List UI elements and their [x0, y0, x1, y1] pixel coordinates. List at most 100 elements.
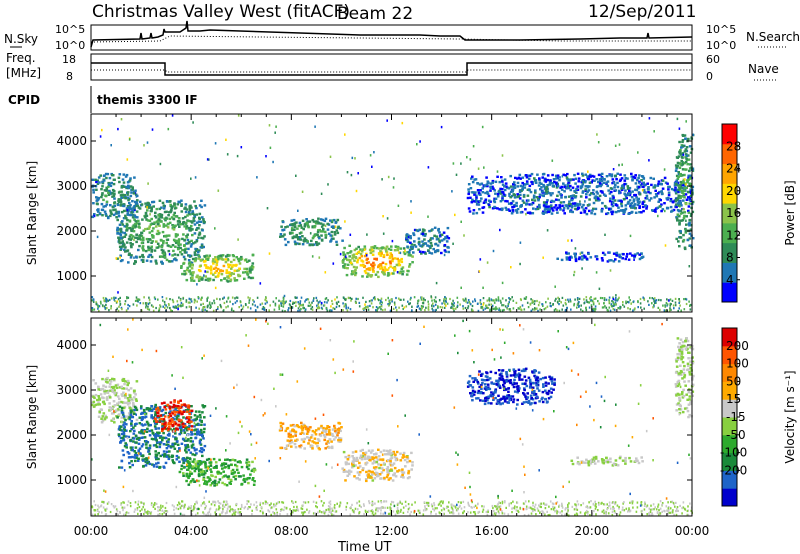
data-cell [187, 219, 191, 223]
data-cell [114, 393, 118, 397]
data-cell [365, 254, 368, 257]
data-cell [230, 308, 233, 312]
data-cell [106, 215, 110, 219]
data-cell [567, 252, 570, 255]
data-cell [605, 298, 608, 301]
data-cell [429, 246, 432, 250]
data-cell [348, 259, 352, 262]
data-cell [531, 212, 535, 215]
data-cell [576, 207, 580, 210]
data-cell [620, 204, 624, 208]
colorbar-tick-label: 24 [726, 162, 741, 176]
data-cell [312, 299, 315, 302]
data-cell [134, 459, 137, 463]
data-cell [587, 177, 591, 181]
data-cell [311, 218, 315, 222]
y-tick-label: 1000 [56, 269, 87, 283]
data-cell [537, 205, 541, 208]
data-cell [504, 305, 507, 308]
data-cell [329, 219, 332, 222]
data-cell [94, 393, 98, 397]
data-cell [188, 424, 191, 428]
data-cell [185, 472, 189, 476]
data-cell [375, 258, 378, 261]
data-cell [579, 195, 583, 198]
data-cell [427, 249, 430, 252]
data-cell [159, 215, 163, 218]
data-cell [178, 225, 181, 228]
data-cell [393, 249, 397, 252]
data-cell [678, 166, 682, 169]
data-cell [161, 230, 165, 234]
data-cell [211, 474, 214, 478]
data-cell [684, 160, 688, 164]
data-cell [617, 199, 620, 202]
data-cell [189, 229, 192, 232]
data-cell [237, 259, 241, 263]
colorbar-segment [722, 242, 737, 263]
data-cell [573, 304, 575, 307]
data-cell [598, 194, 602, 198]
data-cell [352, 265, 356, 269]
data-cell [116, 226, 119, 230]
data-cell [298, 236, 302, 239]
data-cell [386, 217, 389, 220]
data-cell [319, 230, 323, 233]
data-cell [350, 299, 352, 302]
data-cell [110, 305, 112, 308]
data-cell [422, 305, 424, 308]
data-cell [148, 462, 152, 466]
data-cell [433, 299, 436, 302]
data-cell [187, 254, 190, 257]
data-cell [121, 413, 125, 416]
data-cell [617, 298, 619, 301]
data-cell [569, 188, 573, 192]
data-cell [128, 138, 131, 141]
data-cell [677, 155, 681, 158]
data-cell [641, 175, 644, 178]
data-cell [344, 303, 347, 306]
data-cell [173, 306, 176, 309]
data-cell [424, 232, 427, 236]
data-cell [151, 240, 155, 243]
data-cell [120, 196, 123, 199]
data-cell [679, 149, 682, 152]
data-cell [114, 299, 116, 302]
data-cell [127, 184, 130, 187]
data-cell [674, 301, 677, 304]
data-cell [160, 402, 164, 405]
data-cell [132, 437, 136, 440]
data-cell [164, 436, 168, 440]
data-cell [157, 461, 160, 465]
data-cell [206, 258, 209, 261]
data-cell [553, 309, 556, 312]
data-cell [132, 192, 136, 195]
data-cell [142, 408, 146, 412]
data-cell [103, 418, 107, 421]
data-cell [532, 194, 536, 197]
data-cell [554, 299, 556, 302]
data-cell [608, 301, 611, 304]
data-cell [112, 385, 116, 389]
data-cell [512, 205, 516, 208]
data-cell [653, 196, 656, 199]
data-cell [237, 238, 239, 241]
data-cell [117, 127, 119, 131]
data-cell [389, 265, 392, 268]
data-cell [603, 204, 607, 208]
data-cell [428, 245, 431, 248]
data-cell [638, 257, 642, 261]
data-cell [667, 188, 670, 191]
data-cell [132, 213, 135, 217]
data-cell [150, 416, 153, 419]
data-cell [329, 155, 332, 158]
data-cell [456, 304, 459, 307]
data-cell [235, 465, 239, 468]
data-cell [542, 304, 544, 307]
data-cell [149, 213, 151, 216]
data-cell [677, 204, 681, 207]
data-cell [466, 196, 470, 200]
data-cell [116, 300, 119, 303]
data-cell [92, 395, 95, 398]
data-cell [336, 231, 340, 235]
